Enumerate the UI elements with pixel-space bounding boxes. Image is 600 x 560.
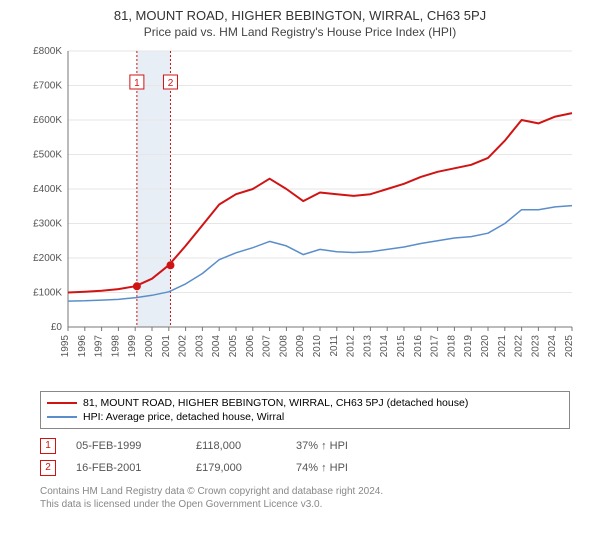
svg-text:2009: 2009 — [295, 335, 306, 358]
svg-text:2001: 2001 — [161, 335, 172, 358]
legend-label: 81, MOUNT ROAD, HIGHER BEBINGTON, WIRRAL… — [83, 397, 468, 409]
svg-text:£300K: £300K — [33, 219, 62, 230]
svg-text:2025: 2025 — [564, 335, 575, 358]
svg-text:2010: 2010 — [312, 335, 323, 358]
sale-price: £118,000 — [196, 440, 276, 452]
svg-text:2021: 2021 — [497, 335, 508, 358]
svg-text:2008: 2008 — [278, 335, 289, 358]
chart-subtitle: Price paid vs. HM Land Registry's House … — [10, 25, 590, 39]
svg-text:£0: £0 — [51, 322, 63, 333]
sales-table: 1 05-FEB-1999 £118,000 37% ↑ HPI 2 16-FE… — [40, 435, 570, 479]
svg-text:2: 2 — [168, 78, 174, 89]
legend-swatch — [47, 416, 77, 418]
sale-number-badge: 2 — [40, 460, 56, 476]
legend: 81, MOUNT ROAD, HIGHER BEBINGTON, WIRRAL… — [40, 391, 570, 429]
sale-vs-hpi: 37% ↑ HPI — [296, 440, 386, 452]
svg-text:2006: 2006 — [245, 335, 256, 358]
svg-text:2003: 2003 — [194, 335, 205, 358]
legend-item-hpi: HPI: Average price, detached house, Wirr… — [47, 410, 563, 424]
sale-vs-hpi: 74% ↑ HPI — [296, 462, 386, 474]
svg-text:1996: 1996 — [77, 335, 88, 358]
svg-text:1995: 1995 — [60, 335, 71, 358]
svg-text:2019: 2019 — [463, 335, 474, 358]
attribution: Contains HM Land Registry data © Crown c… — [40, 485, 570, 511]
svg-text:1997: 1997 — [94, 335, 105, 358]
sale-date: 05-FEB-1999 — [76, 440, 176, 452]
svg-text:1: 1 — [134, 78, 140, 89]
legend-item-subject: 81, MOUNT ROAD, HIGHER BEBINGTON, WIRRAL… — [47, 396, 563, 410]
svg-text:2024: 2024 — [547, 335, 558, 358]
svg-text:£700K: £700K — [33, 81, 62, 92]
chart-svg: £0 £100K £200K £300K £400K £500K £600K £700K £80… — [20, 45, 580, 385]
sale-price: £179,000 — [196, 462, 276, 474]
svg-text:2004: 2004 — [211, 335, 222, 358]
svg-text:£400K: £400K — [33, 184, 62, 195]
sale-date: 16-FEB-2001 — [76, 462, 176, 474]
svg-text:2013: 2013 — [362, 335, 373, 358]
footer-line-2: This data is licensed under the Open Gov… — [40, 498, 570, 511]
svg-text:1998: 1998 — [110, 335, 121, 358]
svg-text:2022: 2022 — [514, 335, 525, 358]
svg-text:£600K: £600K — [33, 115, 62, 126]
svg-text:2011: 2011 — [329, 335, 340, 357]
svg-text:2018: 2018 — [446, 335, 457, 358]
svg-text:2016: 2016 — [413, 335, 424, 358]
legend-swatch — [47, 402, 77, 404]
svg-text:2014: 2014 — [379, 335, 390, 358]
chart-container: 81, MOUNT ROAD, HIGHER BEBINGTON, WIRRAL… — [0, 0, 600, 515]
svg-text:2020: 2020 — [480, 335, 491, 358]
legend-label: HPI: Average price, detached house, Wirr… — [83, 411, 284, 423]
chart-title: 81, MOUNT ROAD, HIGHER BEBINGTON, WIRRAL… — [10, 8, 590, 23]
sale-row-1: 1 05-FEB-1999 £118,000 37% ↑ HPI — [40, 435, 570, 457]
svg-text:£200K: £200K — [33, 253, 62, 264]
svg-text:2002: 2002 — [178, 335, 189, 358]
footer-line-1: Contains HM Land Registry data © Crown c… — [40, 485, 570, 498]
svg-text:£800K: £800K — [33, 46, 62, 57]
svg-text:2023: 2023 — [530, 335, 541, 358]
sale-number-badge: 1 — [40, 438, 56, 454]
svg-text:2007: 2007 — [262, 335, 273, 358]
plot-area: £0 £100K £200K £300K £400K £500K £600K £700K £80… — [20, 45, 580, 385]
svg-text:2005: 2005 — [228, 335, 239, 358]
sale-row-2: 2 16-FEB-2001 £179,000 74% ↑ HPI — [40, 457, 570, 479]
svg-text:2015: 2015 — [396, 335, 407, 358]
svg-text:2000: 2000 — [144, 335, 155, 358]
svg-text:2017: 2017 — [430, 335, 441, 358]
svg-text:1999: 1999 — [127, 335, 138, 358]
svg-text:2012: 2012 — [346, 335, 357, 358]
svg-text:£500K: £500K — [33, 150, 62, 161]
svg-text:£100K: £100K — [33, 288, 62, 299]
